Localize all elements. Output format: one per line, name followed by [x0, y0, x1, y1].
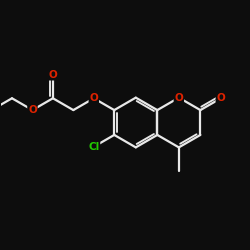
Text: O: O [174, 93, 183, 103]
Text: O: O [90, 93, 98, 103]
Text: O: O [28, 105, 37, 115]
Text: O: O [216, 93, 225, 103]
Text: Cl: Cl [88, 142, 100, 152]
Text: O: O [48, 70, 57, 80]
